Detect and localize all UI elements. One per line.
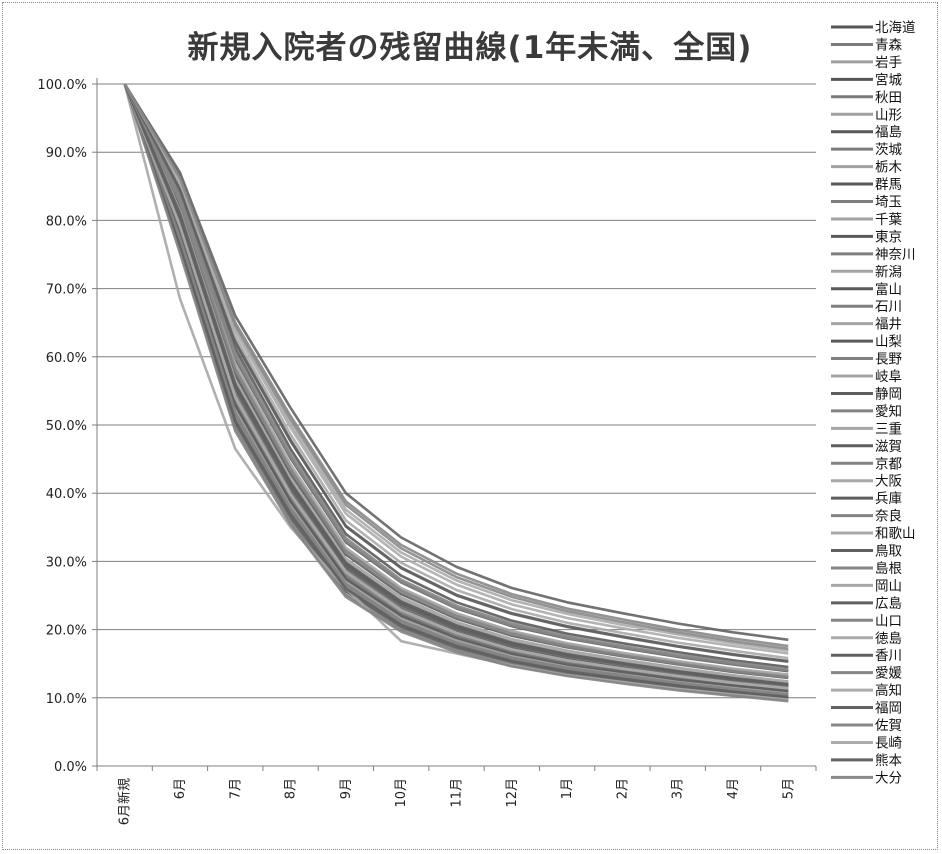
y-tick-label: 90.0% xyxy=(46,146,87,161)
legend-label: 富山 xyxy=(875,281,902,298)
y-tick-label: 10.0% xyxy=(46,692,87,707)
series-line xyxy=(123,83,789,703)
y-tick-label: 20.0% xyxy=(46,624,87,639)
legend-label: 石川 xyxy=(875,299,902,315)
series-line xyxy=(123,83,789,650)
x-tick-label: 1月 xyxy=(560,778,575,799)
legend-label: 京都 xyxy=(875,456,902,472)
legend-label: 宮城 xyxy=(875,72,903,88)
legend-label: 茨城 xyxy=(875,142,903,158)
series-line xyxy=(123,83,789,701)
legend-label: 鳥取 xyxy=(875,544,903,560)
legend-label: 和歌山 xyxy=(875,526,916,542)
legend-label: 群馬 xyxy=(875,177,902,193)
legend-label: 岐阜 xyxy=(875,368,902,385)
legend-label: 大阪 xyxy=(875,474,903,490)
legend-label: 山梨 xyxy=(875,334,903,350)
legend-label: 長野 xyxy=(875,352,903,368)
series-line xyxy=(123,83,789,679)
x-tick-label: 11月 xyxy=(450,778,465,808)
x-axis: 6月新規 6月 7月 8月 9月 10月 11月 12月 1月 2月 3月 4月 5月 xyxy=(96,765,817,825)
legend-label: 香川 xyxy=(875,648,902,664)
series-line xyxy=(123,83,789,696)
legend-label: 奈良 xyxy=(875,509,902,525)
y-tick-label: 60.0% xyxy=(46,351,87,366)
series-line xyxy=(123,83,789,672)
legend-label: 千葉 xyxy=(875,212,903,228)
y-tick-label: 40.0% xyxy=(46,487,87,502)
series-line xyxy=(123,83,789,663)
y-tick-label: 0.0% xyxy=(54,760,87,775)
y-tick-label: 50.0% xyxy=(46,419,87,434)
legend-label: 熊本 xyxy=(875,753,903,769)
series-line xyxy=(123,83,789,676)
series-line xyxy=(123,83,789,642)
x-tick-label: 4月 xyxy=(726,778,741,799)
legend-label: 滋賀 xyxy=(875,439,902,455)
legend-label: 神奈川 xyxy=(875,247,916,263)
x-tick-label: 10月 xyxy=(394,778,409,808)
gridlines xyxy=(97,83,816,699)
legend-label: 山形 xyxy=(875,107,903,123)
legend-label: 東京 xyxy=(875,229,902,245)
legend-label: 兵庫 xyxy=(875,491,902,507)
series-line xyxy=(123,83,789,687)
legend-label: 埼玉 xyxy=(875,195,902,211)
y-tick-label: 80.0% xyxy=(46,214,87,229)
legend-label: 愛媛 xyxy=(875,666,903,682)
legend-label: 高知 xyxy=(875,682,902,699)
series-line xyxy=(123,83,789,655)
y-tick-label: 70.0% xyxy=(46,283,87,298)
legend-label: 福岡 xyxy=(875,701,902,717)
legend-label: 岩手 xyxy=(875,55,902,71)
series-line xyxy=(123,83,789,699)
legend-label: 長崎 xyxy=(875,735,902,751)
x-tick-label: 5月 xyxy=(781,778,796,799)
y-tick-label: 30.0% xyxy=(46,555,87,570)
series-line xyxy=(123,83,789,693)
legend: 北海道青森岩手宮城秋田山形福島茨城栃木群馬埼玉千葉東京神奈川新潟富山石川福井山梨… xyxy=(831,20,916,786)
legend-label: 佐賀 xyxy=(875,718,902,734)
legend-label: 徳島 xyxy=(875,631,902,647)
legend-label: 福井 xyxy=(875,317,902,333)
x-tick-label: 3月 xyxy=(671,778,686,799)
legend-label: 三重 xyxy=(875,421,902,437)
chart-title: 新規入院者の残留曲線(1年未満、全国) xyxy=(187,30,753,66)
legend-label: 岡山 xyxy=(875,578,902,594)
legend-label: 栃木 xyxy=(875,160,903,176)
series-line xyxy=(123,83,789,660)
legend-label: 島根 xyxy=(875,561,903,577)
x-tick-label: 6月新規 xyxy=(117,778,133,825)
series-line xyxy=(123,83,789,686)
legend-label: 新潟 xyxy=(875,264,902,280)
series-line xyxy=(123,83,789,690)
series-lines xyxy=(123,83,789,703)
legend-label: 愛知 xyxy=(875,403,902,420)
legend-label: 北海道 xyxy=(875,20,916,36)
legend-label: 広島 xyxy=(875,596,902,612)
series-line xyxy=(123,83,789,669)
legend-label: 静岡 xyxy=(875,386,902,402)
x-tick-label: 2月 xyxy=(615,778,630,799)
legend-label: 大分 xyxy=(875,770,902,786)
x-tick-label: 9月 xyxy=(339,778,354,799)
legend-label: 山口 xyxy=(875,613,902,629)
legend-label: 青森 xyxy=(875,37,903,53)
x-tick-label: 12月 xyxy=(505,778,520,808)
legend-label: 福島 xyxy=(875,125,902,141)
x-tick-label: 6月 xyxy=(173,778,188,799)
legend-label: 秋田 xyxy=(875,90,902,106)
y-tick-label: 100.0% xyxy=(37,78,87,93)
x-tick-label: 7月 xyxy=(228,778,243,799)
x-tick-label: 8月 xyxy=(284,778,299,799)
y-axis: 0.0% 10.0% 20.0% 30.0% 40.0% 50.0% 60.0% 70.0% 8… xyxy=(37,78,98,775)
